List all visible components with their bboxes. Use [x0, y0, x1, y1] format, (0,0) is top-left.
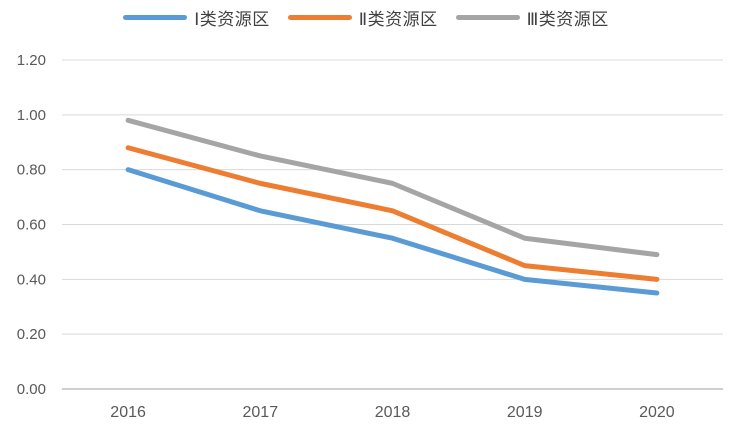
legend-item-label: Ⅲ类资源区: [526, 9, 609, 29]
x-tick-label: 2019: [507, 404, 543, 421]
y-tick-label: 1.20: [17, 52, 46, 69]
legend-item: Ⅲ类资源区: [455, 5, 609, 30]
legend-line-marker: [123, 14, 188, 20]
x-tick-label: 2017: [243, 404, 279, 421]
y-tick-label: 0.00: [17, 381, 46, 398]
legend-item-label: Ⅱ类资源区: [358, 9, 438, 29]
chart-legend: Ⅰ类资源区 Ⅱ类资源区 Ⅲ类资源区: [0, 5, 732, 30]
x-tick-label: 2018: [375, 404, 411, 421]
legend-item: Ⅰ类资源区: [123, 5, 270, 30]
y-tick-label: 1.00: [17, 107, 46, 124]
y-tick-label: 0.40: [17, 271, 46, 288]
x-tick-label: 2020: [639, 404, 675, 421]
y-tick-label: 0.20: [17, 326, 46, 343]
series-line: [125, 167, 660, 296]
series-line: [125, 117, 660, 258]
y-tick-label: 0.80: [17, 162, 46, 179]
x-tick-label: 2016: [110, 404, 146, 421]
series-line: [125, 145, 660, 282]
legend-line-marker: [455, 14, 520, 20]
legend-item: Ⅱ类资源区: [287, 5, 438, 30]
legend-item-label: Ⅰ类资源区: [194, 9, 270, 29]
legend-line-marker: [287, 14, 352, 20]
y-tick-label: 0.60: [17, 217, 46, 234]
